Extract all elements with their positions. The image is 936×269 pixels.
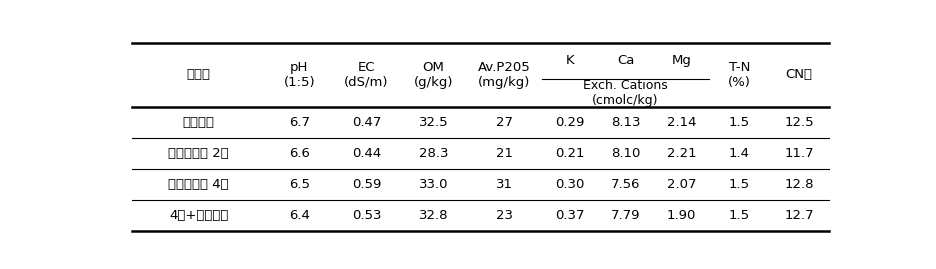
Text: 0.47: 0.47	[351, 116, 381, 129]
Text: 1.90: 1.90	[666, 209, 695, 222]
Text: 7.56: 7.56	[610, 178, 639, 191]
Text: CN율: CN율	[784, 68, 812, 81]
Text: Exch. Cations
(cmolc/kg): Exch. Cations (cmolc/kg)	[582, 79, 667, 107]
Text: 1.4: 1.4	[728, 147, 749, 160]
Text: 0.53: 0.53	[351, 209, 381, 222]
Text: Av.P205
(mg/kg): Av.P205 (mg/kg)	[477, 61, 531, 89]
Text: 12.8: 12.8	[783, 178, 812, 191]
Text: 0.30: 0.30	[554, 178, 584, 191]
Text: 8.10: 8.10	[610, 147, 639, 160]
Text: 23: 23	[495, 209, 512, 222]
Text: 1.5: 1.5	[728, 209, 749, 222]
Text: 8.13: 8.13	[610, 116, 639, 129]
Text: 21: 21	[495, 147, 512, 160]
Text: 처리구: 처리구	[186, 68, 211, 81]
Text: 6.5: 6.5	[288, 178, 310, 191]
Text: Ca: Ca	[616, 54, 634, 67]
Text: 중간물떼기 4주: 중간물떼기 4주	[168, 178, 228, 191]
Text: 27: 27	[495, 116, 512, 129]
Text: 7.79: 7.79	[610, 209, 639, 222]
Text: 2.14: 2.14	[666, 116, 695, 129]
Text: 31: 31	[495, 178, 512, 191]
Text: 0.44: 0.44	[352, 147, 381, 160]
Text: 중간물떼기 2주: 중간물떼기 2주	[168, 147, 229, 160]
Text: 0.37: 0.37	[554, 209, 584, 222]
Text: 1.5: 1.5	[728, 116, 749, 129]
Text: Mg: Mg	[671, 54, 691, 67]
Text: T-N
(%): T-N (%)	[727, 61, 750, 89]
Text: EC
(dS/m): EC (dS/m)	[344, 61, 388, 89]
Text: 2.21: 2.21	[666, 147, 695, 160]
Text: 6.6: 6.6	[288, 147, 310, 160]
Text: 6.4: 6.4	[288, 209, 310, 222]
Text: pH
(1:5): pH (1:5)	[284, 61, 314, 89]
Text: 32.8: 32.8	[418, 209, 448, 222]
Text: 11.7: 11.7	[783, 147, 812, 160]
Text: 33.0: 33.0	[418, 178, 448, 191]
Text: 4주+걸러대기: 4주+걸러대기	[168, 209, 228, 222]
Text: 2.07: 2.07	[666, 178, 695, 191]
Text: 28.3: 28.3	[418, 147, 448, 160]
Text: K: K	[564, 54, 574, 67]
Text: 0.29: 0.29	[554, 116, 584, 129]
Text: 0.21: 0.21	[554, 147, 584, 160]
Text: OM
(g/kg): OM (g/kg)	[414, 61, 453, 89]
Text: 32.5: 32.5	[418, 116, 448, 129]
Text: 1.5: 1.5	[728, 178, 749, 191]
Text: 6.7: 6.7	[288, 116, 310, 129]
Text: 12.7: 12.7	[783, 209, 812, 222]
Text: 상시담수: 상시담수	[183, 116, 214, 129]
Text: 0.59: 0.59	[351, 178, 381, 191]
Text: 12.5: 12.5	[783, 116, 812, 129]
